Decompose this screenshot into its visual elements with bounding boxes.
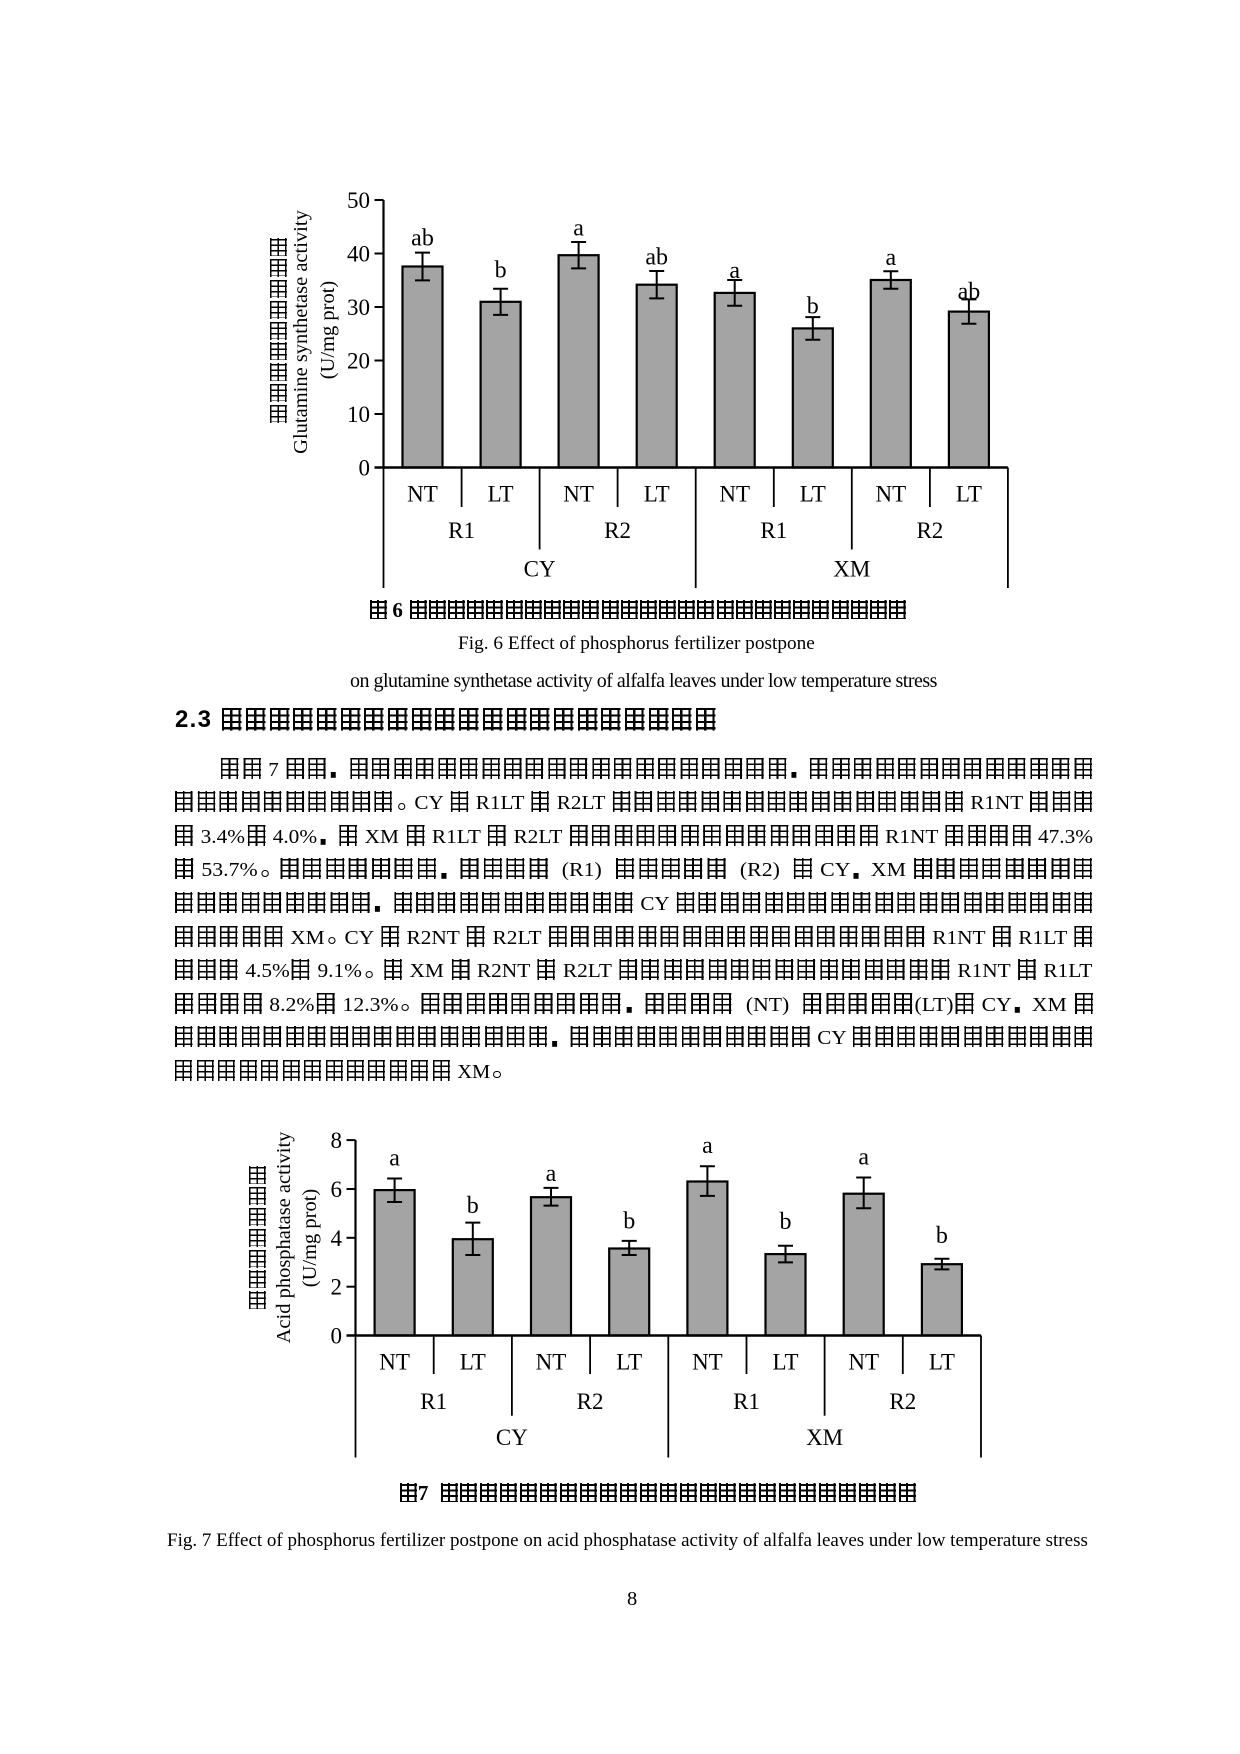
svg-text:ab: ab (411, 226, 434, 252)
svg-text:R2: R2 (604, 518, 631, 543)
svg-text:a: a (573, 216, 584, 242)
svg-text:Glutamine synthetase activity: Glutamine synthetase activity (290, 209, 312, 453)
svg-text:b: b (780, 1209, 792, 1235)
svg-text:XM: XM (833, 557, 870, 582)
svg-text:ab: ab (645, 245, 668, 271)
svg-text:NT: NT (563, 482, 594, 507)
svg-text:10: 10 (347, 402, 370, 427)
svg-text:R2: R2 (889, 1389, 916, 1414)
svg-text:NT: NT (848, 1349, 879, 1374)
svg-text:NT: NT (692, 1349, 723, 1374)
svg-text:30: 30 (347, 295, 370, 320)
svg-text:LT: LT (616, 1349, 642, 1374)
svg-text:40: 40 (347, 242, 370, 267)
svg-text:a: a (729, 258, 740, 284)
svg-text:4: 4 (331, 1226, 343, 1251)
svg-text:NT: NT (875, 482, 906, 507)
svg-text:LT: LT (773, 1349, 799, 1374)
svg-text:b: b (467, 1193, 479, 1219)
svg-text:XM: XM (806, 1425, 843, 1450)
svg-text:a: a (389, 1146, 400, 1172)
svg-text:ab: ab (958, 279, 981, 305)
svg-text:(U/mg prot): (U/mg prot) (299, 1189, 321, 1288)
svg-text:R1: R1 (448, 518, 475, 543)
svg-text:LT: LT (800, 482, 826, 507)
svg-text:LT: LT (460, 1349, 486, 1374)
svg-text:Acid phosphatase activity: Acid phosphatase activity (273, 1131, 295, 1344)
svg-text:NT: NT (407, 482, 438, 507)
svg-text:NT: NT (379, 1349, 410, 1374)
svg-text:0: 0 (359, 456, 371, 481)
svg-text:a: a (702, 1133, 713, 1159)
svg-text:LT: LT (488, 482, 514, 507)
svg-text:a: a (858, 1145, 869, 1171)
svg-text:R2: R2 (916, 518, 943, 543)
svg-text:NT: NT (719, 482, 750, 507)
svg-text:2: 2 (331, 1275, 343, 1300)
svg-text:LT: LT (644, 482, 670, 507)
svg-text:NT: NT (536, 1349, 567, 1374)
svg-text:LT: LT (956, 482, 982, 507)
svg-text:8: 8 (331, 1128, 343, 1153)
svg-text:R1: R1 (733, 1389, 760, 1414)
svg-text:50: 50 (347, 190, 370, 213)
svg-text:20: 20 (347, 349, 370, 374)
svg-text:0: 0 (331, 1324, 343, 1349)
svg-text:6: 6 (331, 1177, 343, 1202)
svg-text:LT: LT (929, 1349, 955, 1374)
svg-text:b: b (807, 293, 819, 319)
svg-text:(U/mg prot): (U/mg prot) (317, 281, 339, 380)
svg-text:b: b (623, 1208, 635, 1234)
svg-text:b: b (936, 1223, 948, 1249)
svg-text:R1: R1 (760, 518, 787, 543)
svg-text:a: a (885, 245, 896, 271)
svg-text:CY: CY (496, 1425, 528, 1450)
svg-text:CY: CY (524, 557, 556, 582)
svg-text:R2: R2 (577, 1389, 604, 1414)
svg-text:a: a (546, 1161, 557, 1187)
svg-text:R1: R1 (420, 1389, 447, 1414)
svg-text:b: b (495, 258, 507, 284)
